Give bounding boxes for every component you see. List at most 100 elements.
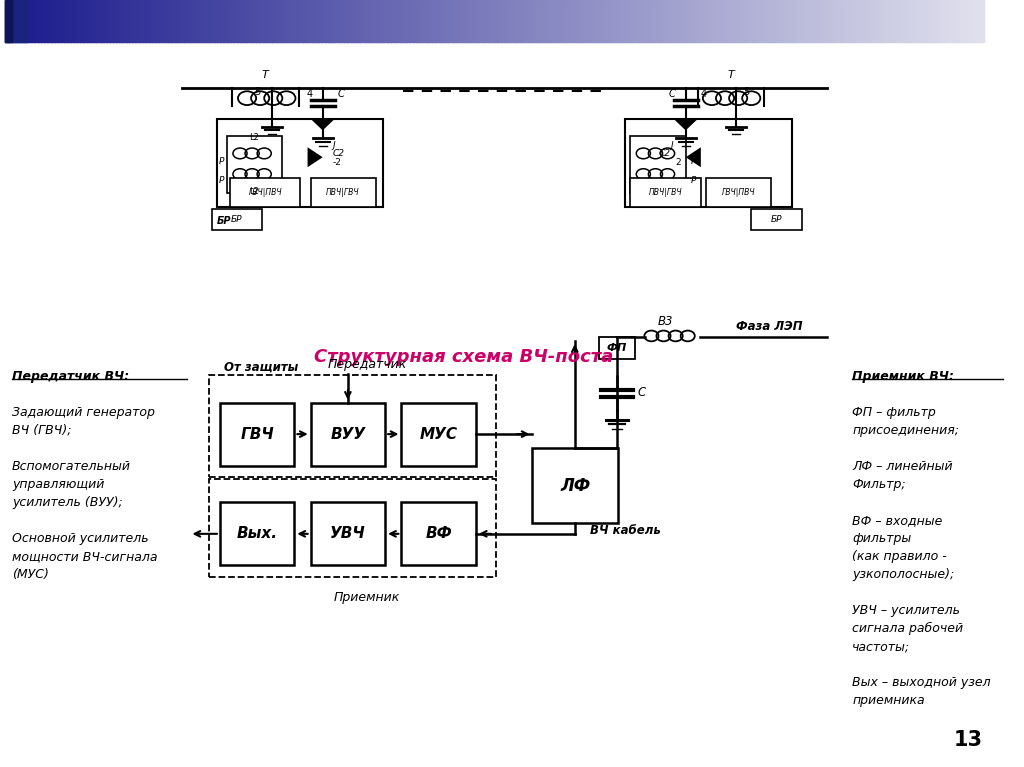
Bar [530,0,535,42]
Text: Задающий генератор: Задающий генератор [12,406,155,419]
Bar [589,0,593,42]
Bar [256,0,260,42]
Bar [562,0,567,42]
Bar [459,0,463,42]
Bar [886,0,890,42]
Text: приемника: приемника [852,694,925,707]
Bar [310,502,385,565]
Bar [77,0,81,42]
Bar [534,0,538,42]
Bar [462,0,466,42]
Bar [947,0,951,42]
Bar [230,178,300,207]
Text: Передатчик ВЧ:: Передатчик ВЧ: [12,370,129,383]
Bar [344,0,348,42]
Text: Фаза ЛЭП: Фаза ЛЭП [736,320,803,333]
Bar [895,0,899,42]
Text: фильтры: фильтры [852,532,911,545]
Bar [123,0,127,42]
Bar [452,0,456,42]
Text: ФП: ФП [607,343,628,354]
Text: ГВЧ|ПВЧ: ГВЧ|ПВЧ [721,188,755,197]
Text: ПВЧ|ГВЧ: ПВЧ|ГВЧ [326,188,359,197]
Bar [905,0,909,42]
Bar [752,0,756,42]
Text: (как правило -: (как правило - [852,550,947,563]
Text: 13: 13 [953,730,983,750]
Bar [311,0,315,42]
Bar [269,0,273,42]
Text: J: J [333,141,336,150]
Bar [735,0,739,42]
Bar [693,0,697,42]
Polygon shape [686,147,700,167]
Bar [5,0,12,42]
Bar [634,0,639,42]
Bar [543,0,547,42]
Bar [625,0,629,42]
Bar [876,0,880,42]
Bar [742,0,746,42]
Bar [380,0,384,42]
Bar [233,0,238,42]
Bar [432,0,436,42]
Bar [553,0,557,42]
Bar [87,0,91,42]
Bar [314,0,319,42]
Text: -2: -2 [333,158,342,167]
Bar [664,0,668,42]
Bar [416,0,420,42]
Bar [159,0,163,42]
Bar [168,0,172,42]
Bar [67,0,72,42]
Text: Приемник: Приемник [334,591,400,604]
Bar [220,502,295,565]
Bar [57,0,61,42]
Bar [279,0,284,42]
Bar [791,0,795,42]
Bar [823,0,827,42]
Bar [426,0,430,42]
Bar [853,0,857,42]
Bar [765,0,769,42]
Bar [286,0,290,42]
Bar [259,0,263,42]
Bar [550,0,554,42]
Bar [804,0,808,42]
Text: ВФ: ВФ [425,526,452,542]
Bar [142,0,146,42]
Text: Вых.: Вых. [237,526,278,542]
Bar [569,0,573,42]
Bar [650,0,655,42]
Bar [212,209,262,230]
Bar [484,0,488,42]
Bar [135,0,139,42]
Bar [51,0,55,42]
Text: 4: 4 [700,88,707,99]
Bar [961,0,965,42]
Bar [386,0,391,42]
Bar [63,0,68,42]
Bar [798,0,802,42]
Bar [599,337,635,359]
Bar [644,0,648,42]
Bar [495,0,499,42]
Bar [843,0,847,42]
Bar [129,0,133,42]
Bar [487,0,492,42]
Bar [957,0,962,42]
Bar [898,0,903,42]
Bar [729,0,733,42]
Text: T: T [728,70,734,80]
Bar [44,0,48,42]
Bar [298,0,303,42]
Bar [377,0,381,42]
Text: ФП – фильтр: ФП – фильтр [852,406,936,419]
Bar [71,0,75,42]
Bar [716,0,720,42]
Text: БР: БР [771,215,782,224]
Bar [331,0,335,42]
Bar [814,0,818,42]
Bar [5,0,28,42]
Bar [119,0,124,42]
